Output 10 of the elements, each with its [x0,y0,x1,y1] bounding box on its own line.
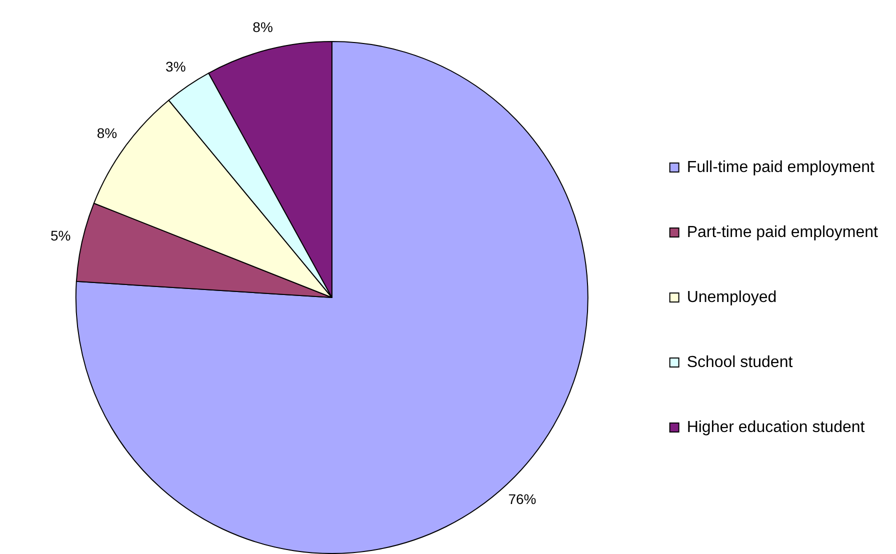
data-label: 3% [166,58,186,74]
legend-label: Unemployed [686,288,777,306]
legend-label: Part-time paid employment [686,224,879,241]
legend-label: Higher education student [686,418,866,436]
data-label: 8% [252,19,273,36]
legend-label: School student [686,354,794,371]
data-label: 76% [508,491,536,508]
data-label: 8% [96,124,118,141]
data-label: 5% [50,228,71,244]
legend-label: Full-time paid employment [686,158,875,176]
